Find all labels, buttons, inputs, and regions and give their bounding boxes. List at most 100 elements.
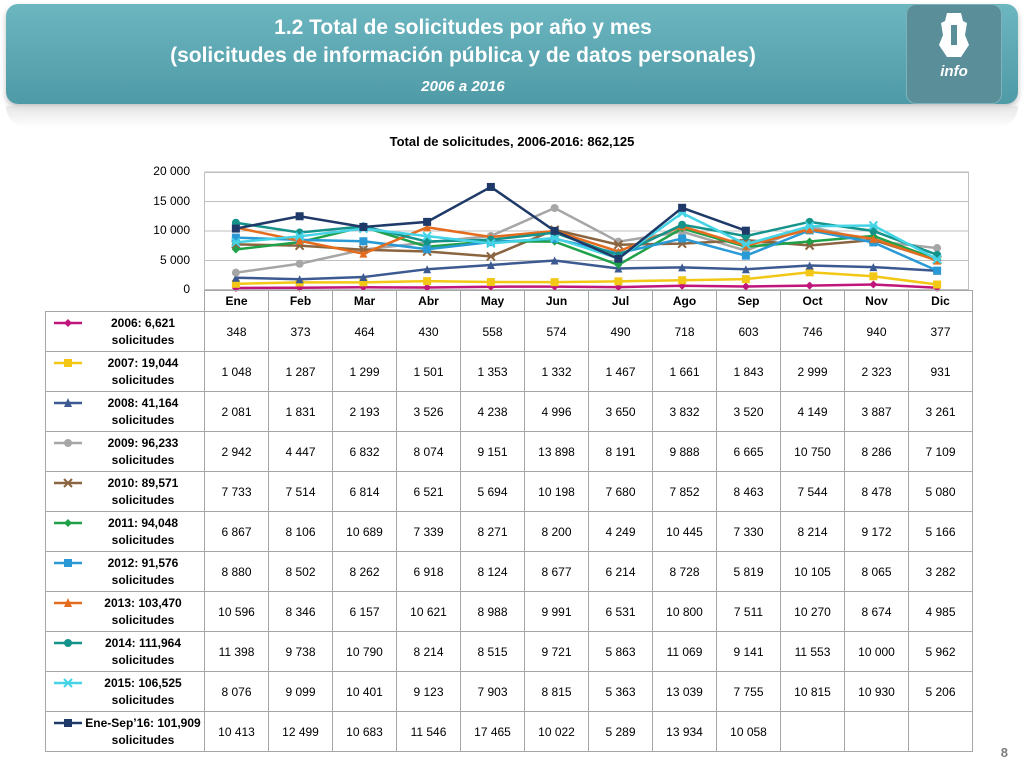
series-1-point — [423, 277, 432, 286]
table-cell: 1 299 — [332, 351, 397, 392]
month-header: Nov — [844, 290, 909, 312]
series-4-line — [235, 228, 938, 262]
table-cell: 3 282 — [908, 551, 973, 592]
series-2-point — [678, 263, 687, 272]
series-10-point — [550, 226, 559, 235]
series-10-point — [614, 254, 623, 263]
table-cell: 12 499 — [268, 711, 333, 752]
month-header: Ene — [204, 290, 269, 312]
series-3-point — [231, 268, 240, 277]
table-cell: 5 289 — [588, 711, 653, 752]
table-cell: 11 398 — [204, 631, 269, 672]
table-cell: 10 930 — [844, 671, 909, 712]
series-name: 2006: 6,621 solicitudes — [110, 315, 176, 347]
month-header: Jun — [524, 290, 589, 312]
series-0-point — [869, 280, 878, 289]
table-cell: 1 467 — [588, 351, 653, 392]
table-corner — [46, 291, 205, 312]
table-cell: 6 157 — [332, 591, 397, 632]
series-6-point — [678, 234, 687, 243]
table-cell: 7 109 — [908, 431, 973, 472]
series-name: 2008: 41,164 solicitudes — [107, 395, 179, 427]
month-header: Ago — [652, 290, 717, 312]
series-2-point — [295, 275, 304, 284]
series-name: 2014: 111,964 solicitudes — [104, 635, 182, 667]
series-name: 2009: 96,233 solicitudes — [107, 435, 179, 467]
table-cell: 6 531 — [588, 591, 653, 632]
table-cell: 5 206 — [908, 671, 973, 712]
table-cell: 10 022 — [524, 711, 589, 752]
table-cell: 4 249 — [588, 511, 653, 552]
table-cell: 3 832 — [652, 391, 717, 432]
table-cell: 574 — [524, 311, 589, 352]
series-1-point — [486, 278, 495, 287]
table-cell: 1 332 — [524, 351, 589, 392]
table-cell: 2 081 — [204, 391, 269, 432]
series-3-point — [933, 244, 942, 253]
series-legend-cell: 2011: 94,048 solicitudes — [45, 511, 205, 552]
table-cell: 10 401 — [332, 671, 397, 712]
series-1-point — [678, 276, 687, 285]
series-legend-cell: 2012: 91,576 solicitudes — [45, 551, 205, 592]
table-cell: 7 680 — [588, 471, 653, 512]
table-cell: 11 546 — [396, 711, 461, 752]
legend-marker-icon — [54, 518, 82, 527]
table-cell: 8 515 — [460, 631, 525, 672]
table-cell — [780, 711, 845, 752]
table-cell — [908, 711, 973, 752]
table-cell: 4 985 — [908, 591, 973, 632]
series-9-point — [932, 254, 942, 264]
series-1-point — [741, 275, 750, 284]
month-header: Dic — [908, 290, 973, 312]
series-4-point — [613, 239, 624, 250]
series-7-point — [359, 249, 368, 258]
series-7-line — [235, 224, 938, 262]
series-0-point — [423, 283, 432, 292]
slide-title: 1.2 Total de solicitudes por año y mes — [274, 16, 652, 39]
legend-marker-icon — [54, 718, 82, 727]
table-cell: 9 991 — [524, 591, 589, 632]
table-cell: 8 106 — [268, 511, 333, 552]
table-cell: 2 999 — [780, 351, 845, 392]
table-cell: 10 000 — [844, 631, 909, 672]
table-cell: 8 076 — [204, 671, 269, 712]
series-3-point — [295, 259, 304, 268]
table-cell: 490 — [588, 311, 653, 352]
table-cell: 11 553 — [780, 631, 845, 672]
series-10-point — [741, 226, 750, 235]
table-cell: 8 502 — [268, 551, 333, 592]
title-banner: 1.2 Total de solicitudes por año y mes (… — [6, 4, 1018, 104]
table-cell: 4 238 — [460, 391, 525, 432]
legend-marker-icon — [54, 477, 82, 488]
table-cell: 9 172 — [844, 511, 909, 552]
table-cell: 3 520 — [716, 391, 781, 432]
series-7-point — [741, 241, 750, 250]
series-9-line — [235, 211, 938, 261]
series-2-point — [359, 273, 368, 282]
table-cell: 10 445 — [652, 511, 717, 552]
series-1-point — [933, 280, 942, 289]
y-tick-label: 15 000 — [153, 194, 190, 208]
table-cell: 10 105 — [780, 551, 845, 592]
series-7-point — [295, 236, 304, 245]
table-cell: 3 261 — [908, 391, 973, 432]
month-header: May — [460, 290, 525, 312]
table-cell: 8 880 — [204, 551, 269, 592]
table-cell: 11 069 — [652, 631, 717, 672]
table-cell: 4 996 — [524, 391, 589, 432]
legend-marker-icon — [54, 558, 82, 567]
table-cell: 8 815 — [524, 671, 589, 712]
series-legend-cell: 2010: 89,571 solicitudes — [45, 471, 205, 512]
table-row: 2008: 41,164 solicitudes 2 081 1 831 2 193 3… — [45, 391, 973, 432]
series-9-point — [231, 237, 241, 248]
month-header: Feb — [268, 290, 333, 312]
month-header: Mar — [332, 290, 397, 312]
series-10-point — [295, 212, 304, 221]
table-cell: 7 544 — [780, 471, 845, 512]
y-tick-label: 5 000 — [159, 253, 190, 267]
table-cell: 8 214 — [780, 511, 845, 552]
table-cell: 8 214 — [396, 631, 461, 672]
table-cell: 13 898 — [524, 431, 589, 472]
series-8-point — [678, 220, 687, 229]
series-legend-cell: Ene-Sep’16: 101,909 solicitudes — [45, 711, 205, 752]
